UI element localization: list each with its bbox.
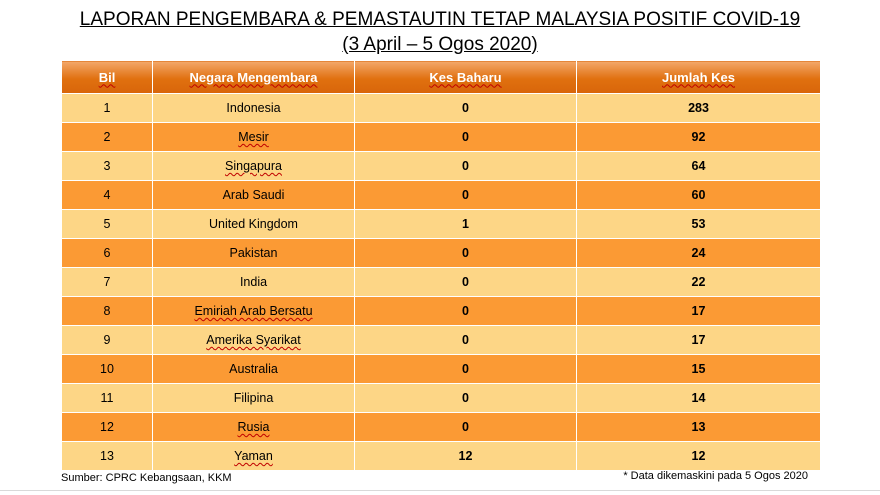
cell-jumlah-kes: 22 [576, 267, 821, 297]
cell-kes-baharu: 0 [354, 267, 577, 297]
table-row: 13 Yaman 12 12 [61, 441, 821, 471]
cell-negara: Indonesia [152, 93, 355, 123]
cell-kes-baharu: 0 [354, 325, 577, 355]
table-row: 5 United Kingdom 1 53 [61, 209, 821, 239]
table-row: 3 Singapura 0 64 [61, 151, 821, 181]
cell-bil: 5 [61, 209, 153, 239]
table-header-row: Bil Negara Mengembara Kes Baharu Jumlah … [61, 60, 821, 94]
col-header-bil: Bil [61, 60, 153, 94]
cell-jumlah-kes: 92 [576, 122, 821, 152]
cell-negara: Pakistan [152, 238, 355, 268]
cell-kes-baharu: 0 [354, 296, 577, 326]
table-row: 2 Mesir 0 92 [61, 122, 821, 152]
cell-negara: Australia [152, 354, 355, 384]
cell-jumlah-kes: 17 [576, 325, 821, 355]
table-row: 1 Indonesia 0 283 [61, 93, 821, 123]
cell-jumlah-kes: 13 [576, 412, 821, 442]
cell-jumlah-kes: 15 [576, 354, 821, 384]
table-row: 8 Emiriah Arab Bersatu 0 17 [61, 296, 821, 326]
cell-negara: Arab Saudi [152, 180, 355, 210]
cell-negara: Yaman [152, 441, 355, 471]
cell-kes-baharu: 1 [354, 209, 577, 239]
cell-jumlah-kes: 14 [576, 383, 821, 413]
col-header-negara: Negara Mengembara [152, 60, 355, 94]
cell-negara: United Kingdom [152, 209, 355, 239]
cell-bil: 8 [61, 296, 153, 326]
cell-bil: 10 [61, 354, 153, 384]
cell-kes-baharu: 0 [354, 412, 577, 442]
update-note: * Data dikemaskini pada 5 Ogos 2020 [623, 470, 808, 482]
cell-kes-baharu: 0 [354, 180, 577, 210]
table-row: 4 Arab Saudi 0 60 [61, 180, 821, 210]
cell-bil: 4 [61, 180, 153, 210]
cell-negara: Rusia [152, 412, 355, 442]
col-header-kes-baharu: Kes Baharu [354, 60, 577, 94]
cell-kes-baharu: 0 [354, 93, 577, 123]
divider [0, 490, 880, 491]
cell-bil: 2 [61, 122, 153, 152]
cell-jumlah-kes: 17 [576, 296, 821, 326]
table-row: 11 Filipina 0 14 [61, 383, 821, 413]
cell-kes-baharu: 0 [354, 238, 577, 268]
cell-bil: 1 [61, 93, 153, 123]
cell-jumlah-kes: 53 [576, 209, 821, 239]
cell-jumlah-kes: 64 [576, 151, 821, 181]
cell-bil: 3 [61, 151, 153, 181]
table-row: 9 Amerika Syarikat 0 17 [61, 325, 821, 355]
cell-kes-baharu: 0 [354, 151, 577, 181]
cell-bil: 13 [61, 441, 153, 471]
cell-kes-baharu: 12 [354, 441, 577, 471]
cell-negara: Singapura [152, 151, 355, 181]
cell-negara: Emiriah Arab Bersatu [152, 296, 355, 326]
cell-bil: 11 [61, 383, 153, 413]
table-row: 6 Pakistan 0 24 [61, 238, 821, 268]
cell-bil: 12 [61, 412, 153, 442]
report-date-range: (3 April – 5 Ogos 2020) [342, 34, 538, 55]
cell-bil: 9 [61, 325, 153, 355]
table-row: 10 Australia 0 15 [61, 354, 821, 384]
cell-jumlah-kes: 24 [576, 238, 821, 268]
cell-bil: 7 [61, 267, 153, 297]
report-title: LAPORAN PENGEMBARA & PEMASTAUTIN TETAP M… [79, 9, 801, 30]
cell-jumlah-kes: 60 [576, 180, 821, 210]
cell-kes-baharu: 0 [354, 383, 577, 413]
cell-negara: Filipina [152, 383, 355, 413]
cell-negara: Mesir [152, 122, 355, 152]
table-row: 7 India 0 22 [61, 267, 821, 297]
cell-jumlah-kes: 283 [576, 93, 821, 123]
cell-jumlah-kes: 12 [576, 441, 821, 471]
cell-kes-baharu: 0 [354, 122, 577, 152]
col-header-jumlah-kes: Jumlah Kes [576, 60, 821, 94]
covid-cases-table: Bil Negara Mengembara Kes Baharu Jumlah … [61, 60, 821, 471]
source-note: Sumber: CPRC Kebangsaan, KKM [61, 472, 232, 484]
cell-negara: Amerika Syarikat [152, 325, 355, 355]
cell-kes-baharu: 0 [354, 354, 577, 384]
table-row: 12 Rusia 0 13 [61, 412, 821, 442]
cell-negara: India [152, 267, 355, 297]
cell-bil: 6 [61, 238, 153, 268]
